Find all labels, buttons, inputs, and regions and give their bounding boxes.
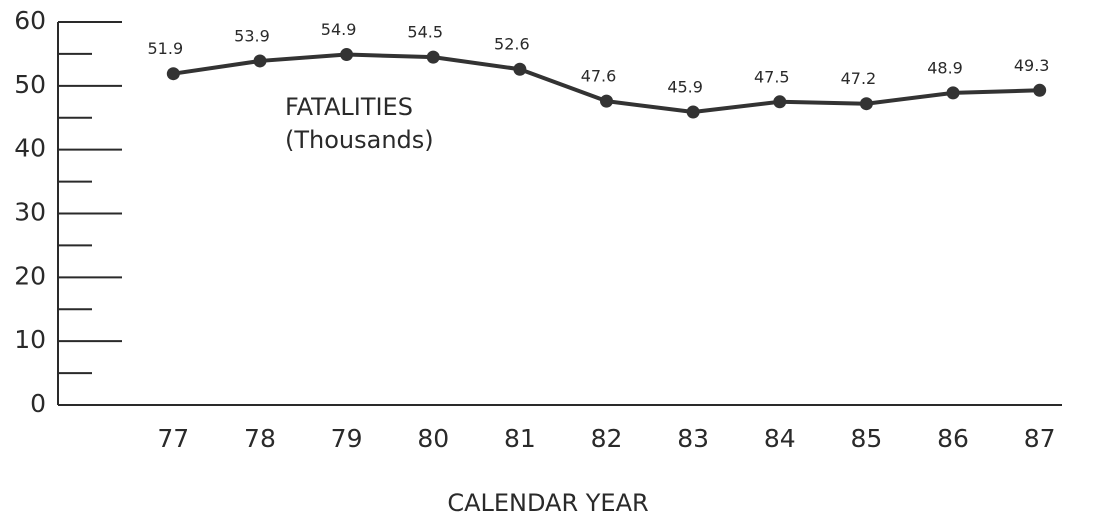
y-tick-label: 0 bbox=[30, 389, 46, 418]
data-point bbox=[340, 48, 354, 62]
x-tick-label: 79 bbox=[331, 424, 363, 453]
data-label: 51.9 bbox=[148, 39, 184, 58]
y-tick-label: 40 bbox=[14, 134, 46, 163]
data-label: 48.9 bbox=[927, 58, 963, 77]
data-label: 53.9 bbox=[234, 26, 270, 45]
x-tick-label: 86 bbox=[937, 424, 969, 453]
x-tick-label: 78 bbox=[244, 424, 276, 453]
x-tick-label: 80 bbox=[417, 424, 449, 453]
data-label: 49.3 bbox=[1014, 56, 1050, 75]
x-tick-label: 87 bbox=[1024, 424, 1056, 453]
y-tick-label: 10 bbox=[14, 325, 46, 354]
x-axis-label: CALENDAR YEAR bbox=[447, 489, 648, 517]
data-point bbox=[859, 97, 873, 111]
data-label: 47.6 bbox=[581, 67, 617, 86]
data-label: 45.9 bbox=[667, 78, 703, 97]
data-label: 47.5 bbox=[754, 67, 790, 86]
y-tick-label: 50 bbox=[14, 70, 46, 99]
data-point bbox=[946, 86, 960, 100]
data-point bbox=[253, 54, 267, 68]
x-tick-label: 83 bbox=[677, 424, 709, 453]
data-point bbox=[686, 105, 700, 119]
data-point bbox=[513, 62, 527, 76]
data-point bbox=[1033, 83, 1047, 97]
x-tick-label: 84 bbox=[764, 424, 796, 453]
data-point bbox=[426, 50, 440, 64]
data-point bbox=[166, 67, 180, 81]
annotation: (Thousands) bbox=[285, 126, 434, 154]
annotation: FATALITIES bbox=[285, 93, 413, 121]
data-point bbox=[600, 94, 613, 108]
y-tick-label: 20 bbox=[14, 261, 46, 290]
x-tick-label: 85 bbox=[851, 424, 883, 453]
x-tick-label: 77 bbox=[157, 424, 189, 453]
y-tick-label: 30 bbox=[14, 198, 46, 227]
data-label: 47.2 bbox=[841, 69, 877, 88]
x-tick-label: 81 bbox=[504, 424, 536, 453]
y-tick-label: 60 bbox=[14, 6, 46, 35]
data-point bbox=[773, 95, 787, 109]
data-label: 54.9 bbox=[321, 20, 357, 39]
data-label: 54.5 bbox=[407, 23, 443, 42]
x-tick-label: 82 bbox=[591, 424, 623, 453]
data-label: 52.6 bbox=[494, 35, 530, 54]
